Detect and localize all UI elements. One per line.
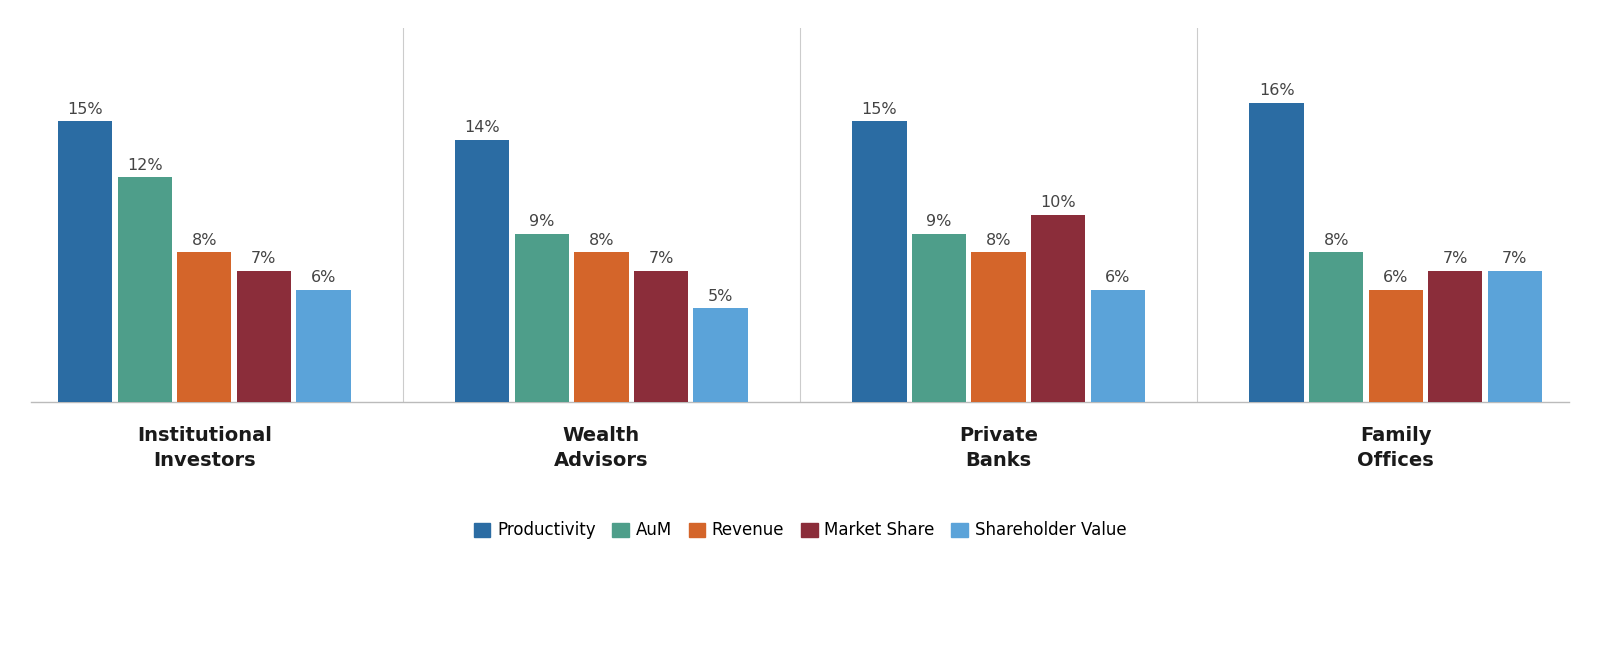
Text: 15%: 15% bbox=[67, 102, 102, 117]
Bar bbox=[853, 121, 907, 402]
Text: 6%: 6% bbox=[310, 270, 336, 285]
Legend: Productivity, AuM, Revenue, Market Share, Shareholder Value: Productivity, AuM, Revenue, Market Share… bbox=[467, 515, 1133, 546]
Text: 12%: 12% bbox=[126, 158, 163, 173]
Text: 8%: 8% bbox=[589, 233, 614, 248]
Bar bbox=[634, 271, 688, 402]
Text: 6%: 6% bbox=[1382, 270, 1408, 285]
Text: 7%: 7% bbox=[251, 251, 277, 266]
Bar bbox=[693, 308, 747, 402]
Bar bbox=[58, 121, 112, 402]
Bar bbox=[178, 252, 232, 402]
Bar bbox=[296, 290, 350, 402]
Text: 7%: 7% bbox=[648, 251, 674, 266]
Bar bbox=[912, 233, 966, 402]
Bar bbox=[1030, 215, 1085, 402]
Text: 14%: 14% bbox=[464, 121, 501, 135]
Bar bbox=[515, 233, 570, 402]
Text: 6%: 6% bbox=[1106, 270, 1130, 285]
Text: 10%: 10% bbox=[1040, 195, 1075, 210]
Bar bbox=[237, 271, 291, 402]
Text: 5%: 5% bbox=[707, 288, 733, 304]
Bar bbox=[118, 178, 171, 402]
Text: 9%: 9% bbox=[530, 214, 555, 229]
Text: 7%: 7% bbox=[1502, 251, 1528, 266]
Text: 8%: 8% bbox=[1323, 233, 1349, 248]
Text: 7%: 7% bbox=[1443, 251, 1467, 266]
Text: 8%: 8% bbox=[986, 233, 1011, 248]
Bar bbox=[1368, 290, 1422, 402]
Bar bbox=[1250, 103, 1304, 402]
Bar bbox=[574, 252, 629, 402]
Text: 9%: 9% bbox=[926, 214, 952, 229]
Bar bbox=[1429, 271, 1482, 402]
Bar bbox=[1488, 271, 1542, 402]
Text: 16%: 16% bbox=[1259, 83, 1294, 98]
Bar bbox=[1091, 290, 1144, 402]
Bar bbox=[1309, 252, 1363, 402]
Bar bbox=[971, 252, 1026, 402]
Text: 8%: 8% bbox=[192, 233, 218, 248]
Text: 15%: 15% bbox=[862, 102, 898, 117]
Bar bbox=[456, 140, 509, 402]
